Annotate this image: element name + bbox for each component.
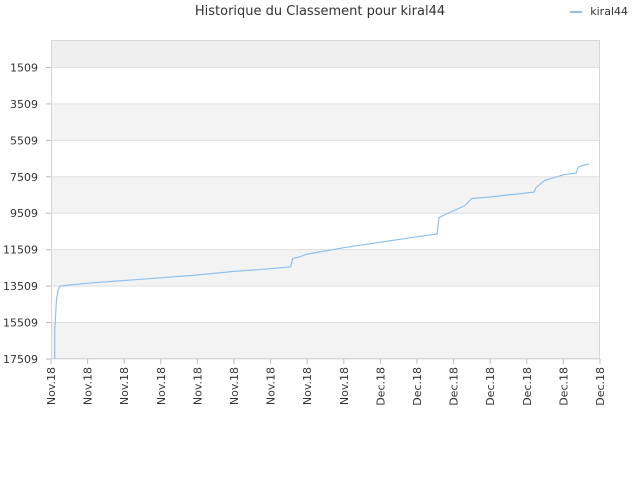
x-tick-label: Dec.18	[448, 367, 461, 406]
x-tick-label: Dec.18	[374, 367, 387, 406]
y-tick-label: 13509	[3, 280, 38, 293]
x-tick-label: Nov.18	[191, 367, 204, 405]
plot-frame	[51, 40, 600, 359]
x-tick-label: Nov.18	[228, 367, 241, 405]
x-tick-label: Dec.18	[484, 367, 497, 406]
chart-title: Historique du Classement pour kiral44	[194, 4, 446, 19]
y-tick-label: 1509	[10, 61, 38, 74]
x-tick-label: Dec.18	[411, 367, 424, 406]
x-tick-label: Nov.18	[82, 367, 95, 405]
y-tick-label: 5509	[10, 134, 38, 147]
x-tick-label: Nov.18	[45, 367, 58, 405]
x-tick-label: Dec.18	[521, 367, 534, 406]
legend-label: kiral44	[590, 5, 628, 18]
y-tick-label: 17509	[3, 353, 38, 366]
grid-band	[51, 176, 600, 214]
y-tick-label: 15509	[3, 317, 38, 330]
grid-band	[51, 40, 600, 68]
x-tick-label: Nov.18	[155, 367, 168, 405]
y-tick-label: 9509	[10, 207, 38, 220]
grid-band	[51, 322, 600, 359]
y-tick-label: 7509	[10, 171, 38, 184]
grid-band	[51, 249, 600, 287]
x-tick-label: Dec.18	[594, 367, 607, 406]
grid-band	[51, 103, 600, 141]
x-tick-label: Nov.18	[118, 367, 131, 405]
x-tick-label: Nov.18	[301, 367, 314, 405]
legend-swatch	[570, 10, 583, 13]
series-line	[54, 163, 590, 359]
x-tick-label: Dec.18	[557, 367, 570, 406]
y-tick-label: 3509	[10, 98, 38, 111]
x-tick-label: Nov.18	[265, 367, 278, 405]
x-tick-label: Nov.18	[338, 367, 351, 405]
y-tick-label: 11509	[3, 244, 38, 257]
legend: kiral44	[570, 5, 628, 18]
